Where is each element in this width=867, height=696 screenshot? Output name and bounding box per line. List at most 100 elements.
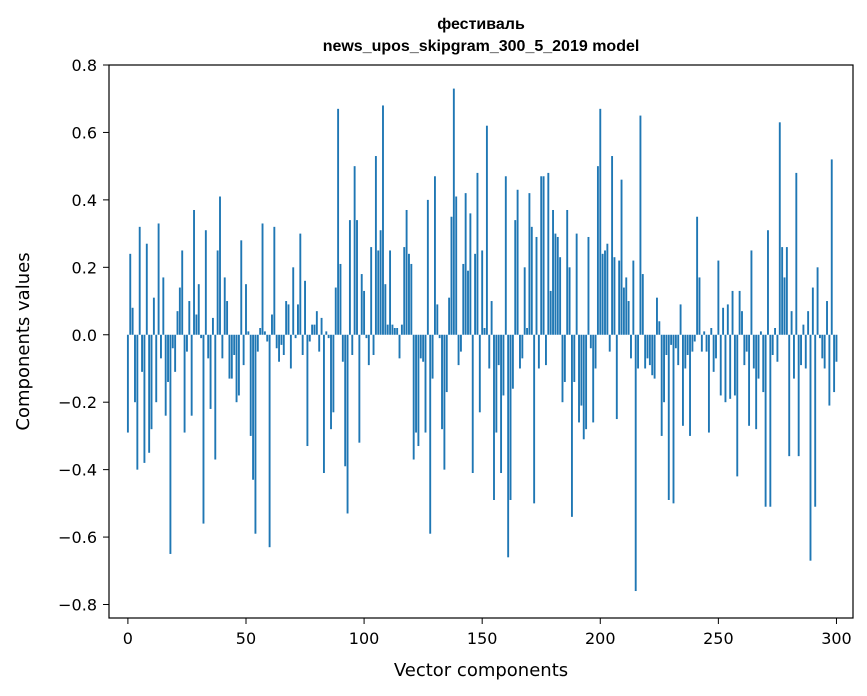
bar (372, 334, 375, 355)
bar (830, 159, 833, 335)
bar (351, 334, 354, 355)
bar (691, 334, 694, 352)
bar (665, 334, 668, 355)
bar (526, 328, 528, 335)
bar (682, 334, 684, 426)
bar (677, 334, 680, 366)
bar (663, 334, 665, 403)
bar (698, 277, 701, 335)
bar (254, 334, 257, 534)
bar (679, 304, 682, 335)
bar (263, 331, 266, 335)
bar (171, 334, 174, 349)
bar (403, 247, 406, 335)
bar (474, 253, 477, 335)
x-tick-label: 300 (821, 629, 852, 648)
bar (233, 334, 236, 355)
bar (396, 328, 399, 335)
bar (315, 311, 318, 335)
bar (405, 209, 408, 335)
bar (226, 301, 229, 335)
bar (143, 334, 146, 463)
bar (311, 324, 314, 335)
bar (689, 334, 691, 436)
bar (521, 334, 524, 359)
bar (627, 301, 630, 335)
bar (169, 334, 172, 554)
bar (816, 267, 819, 335)
bar (752, 334, 755, 369)
bar (724, 334, 727, 403)
bar (549, 290, 552, 335)
bar (790, 311, 793, 335)
bar (209, 334, 212, 409)
bar (594, 334, 597, 369)
bar (715, 334, 717, 359)
bar (346, 334, 349, 514)
y-tick-label: −0.6 (58, 528, 97, 547)
bar (606, 243, 609, 335)
bar (821, 334, 824, 359)
bar (313, 324, 316, 335)
bar (195, 314, 198, 335)
bar (176, 311, 179, 335)
bar (469, 213, 472, 335)
bar (783, 277, 786, 335)
bar (450, 216, 453, 335)
bar (625, 277, 628, 335)
bar (134, 334, 136, 403)
bar (389, 250, 392, 335)
bar (240, 240, 243, 335)
bar (684, 334, 687, 369)
bar (424, 334, 427, 433)
bar (221, 334, 224, 359)
bar (325, 331, 328, 335)
bar (426, 199, 429, 335)
bar (750, 250, 753, 335)
bar (228, 334, 231, 379)
bar (570, 334, 573, 517)
bar (802, 324, 805, 335)
bar (719, 334, 722, 396)
bar (703, 331, 706, 335)
bar (769, 334, 772, 507)
bar (348, 220, 351, 335)
bar (764, 334, 767, 507)
bar (618, 260, 621, 335)
bar (485, 125, 488, 335)
bar (826, 301, 828, 335)
bar (167, 334, 169, 382)
bar (762, 334, 765, 393)
bar (235, 334, 238, 403)
bar (436, 304, 439, 335)
bar (148, 334, 151, 453)
bar (778, 122, 781, 335)
bar (788, 334, 791, 457)
bar (339, 263, 342, 335)
bar (306, 334, 309, 447)
x-tick-label: 0 (123, 629, 133, 648)
bar (514, 220, 517, 335)
bar (611, 156, 614, 335)
bar (379, 230, 382, 335)
bar (261, 223, 264, 335)
bar (268, 334, 271, 548)
bar (823, 334, 826, 369)
bar (559, 257, 562, 335)
bar (833, 334, 836, 393)
bar (162, 277, 165, 335)
bar (566, 209, 569, 335)
x-axis-ticks: 0 50 100 150 200 250 300 (123, 618, 852, 648)
bar (658, 321, 661, 335)
bar (174, 334, 177, 372)
bar (528, 193, 531, 335)
bar (216, 250, 219, 335)
bar (304, 280, 306, 335)
bar (190, 334, 193, 416)
bar (504, 176, 507, 335)
bar (360, 274, 363, 335)
bar (188, 301, 191, 335)
y-tick-label: 0.4 (72, 191, 97, 210)
bar (136, 334, 139, 470)
